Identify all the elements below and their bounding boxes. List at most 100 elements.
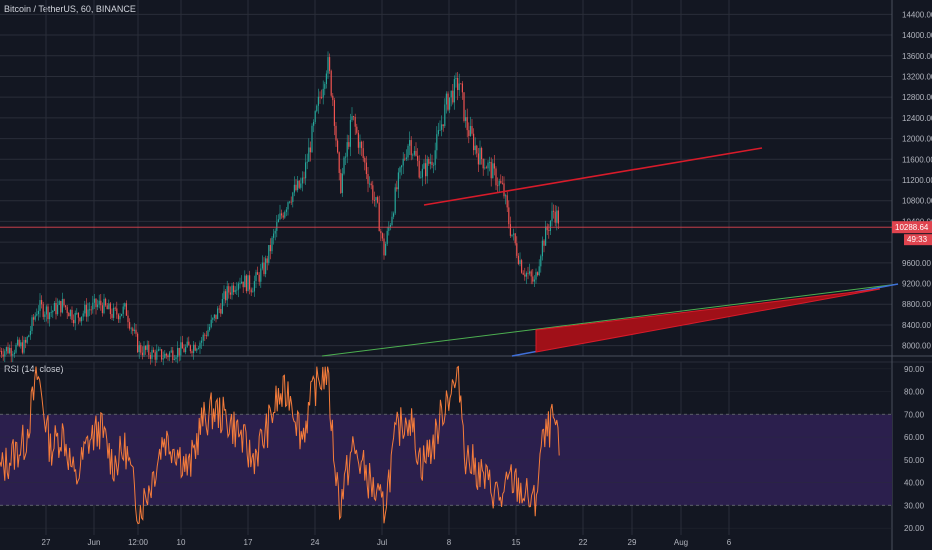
candle-body — [188, 341, 190, 346]
rsi-tick-label: 60.00 — [904, 433, 925, 442]
candle-body — [76, 312, 78, 314]
candle-body — [313, 121, 315, 126]
candle-body — [60, 301, 62, 313]
time-tick-label: 8 — [447, 538, 452, 547]
candle-body — [428, 159, 430, 164]
drawings[interactable] — [0, 147, 899, 357]
candle-body — [292, 192, 294, 202]
candle-body — [87, 309, 89, 317]
candle-body — [463, 92, 465, 121]
candle-body — [509, 224, 511, 236]
candle-body — [145, 346, 147, 350]
candle-body — [113, 307, 115, 318]
candle-body — [277, 219, 279, 223]
candle-body — [202, 334, 204, 341]
candle-body — [105, 298, 107, 306]
candle-body — [101, 305, 103, 314]
candle-body — [457, 78, 459, 91]
candle-body — [303, 177, 305, 179]
candle-body — [265, 258, 267, 275]
candle-body — [127, 315, 129, 323]
candle-body — [474, 145, 476, 151]
candle-body — [260, 268, 262, 282]
candle-body — [242, 281, 244, 288]
candle-body — [249, 275, 251, 290]
candle-body — [500, 180, 502, 183]
candle-body — [332, 95, 334, 101]
price-tick-label: 12400.00 — [902, 114, 932, 123]
candle-body — [325, 73, 327, 85]
candle-body — [124, 303, 126, 307]
candle-body — [274, 230, 276, 234]
candle-body — [148, 344, 150, 356]
candle-body — [50, 312, 52, 313]
candle-body — [527, 272, 529, 274]
candle-body — [213, 314, 215, 318]
candle-body — [68, 313, 70, 317]
candle-body — [311, 125, 313, 153]
candle-body — [497, 185, 499, 187]
candle-body — [17, 339, 19, 345]
candle-body — [205, 335, 207, 337]
candle-body — [426, 159, 428, 177]
candle-body — [282, 215, 284, 218]
candle-body — [284, 211, 286, 218]
candle-body — [207, 330, 209, 337]
candle-body — [108, 303, 110, 310]
candle-body — [9, 347, 11, 354]
candle-body — [204, 334, 206, 336]
candle-body — [156, 350, 158, 360]
candle-body — [487, 162, 489, 169]
candle-body — [237, 283, 239, 290]
candle-body — [244, 275, 246, 288]
candle-body — [356, 126, 358, 133]
time-tick-label: 15 — [512, 538, 521, 547]
candle-body — [357, 132, 359, 148]
axes: 8000.008400.008800.009200.009600.0010400… — [42, 10, 932, 547]
candle-body — [289, 201, 291, 203]
candle-body — [116, 308, 118, 315]
candle-body — [109, 303, 111, 315]
candle-body — [218, 308, 220, 310]
candle-body — [63, 299, 65, 306]
candle-body — [458, 83, 460, 91]
rsi-tick-label: 50.00 — [904, 456, 925, 465]
candle-body — [85, 304, 87, 317]
candle-body — [34, 315, 36, 320]
price-tick-label: 8000.00 — [902, 342, 931, 351]
candle-body — [53, 302, 55, 311]
candle-body — [12, 354, 14, 356]
candle-body — [106, 305, 108, 310]
candle-body — [137, 333, 139, 353]
candle-body — [241, 281, 243, 284]
candle-body — [23, 339, 25, 353]
candle-body — [95, 298, 97, 308]
candle-body — [380, 231, 382, 234]
candle-body — [164, 353, 166, 359]
candle-body — [55, 302, 57, 315]
candle-body — [121, 313, 123, 316]
candle-body — [404, 158, 406, 160]
candle-body — [441, 124, 443, 130]
candle-body — [455, 78, 457, 80]
candle-body — [250, 289, 252, 293]
candle-body — [186, 341, 188, 347]
candle-body — [361, 141, 363, 149]
candle-body — [196, 348, 198, 351]
candle-body — [7, 347, 9, 354]
rsi-tick-label: 40.00 — [904, 479, 925, 488]
candle-body — [540, 256, 542, 267]
price-tick-label: 9600.00 — [902, 259, 931, 268]
candle-body — [138, 345, 140, 353]
candle-body — [425, 163, 427, 177]
candle-body — [412, 154, 414, 156]
candle-body — [177, 347, 179, 358]
candle-body — [517, 255, 519, 264]
candle-body — [444, 104, 446, 127]
candle-body — [423, 163, 425, 169]
price-tick-label: 11200.00 — [902, 176, 932, 185]
candle-body — [338, 152, 340, 173]
candle-body — [172, 350, 174, 360]
price-badge-label: 10288.64 — [895, 223, 929, 232]
